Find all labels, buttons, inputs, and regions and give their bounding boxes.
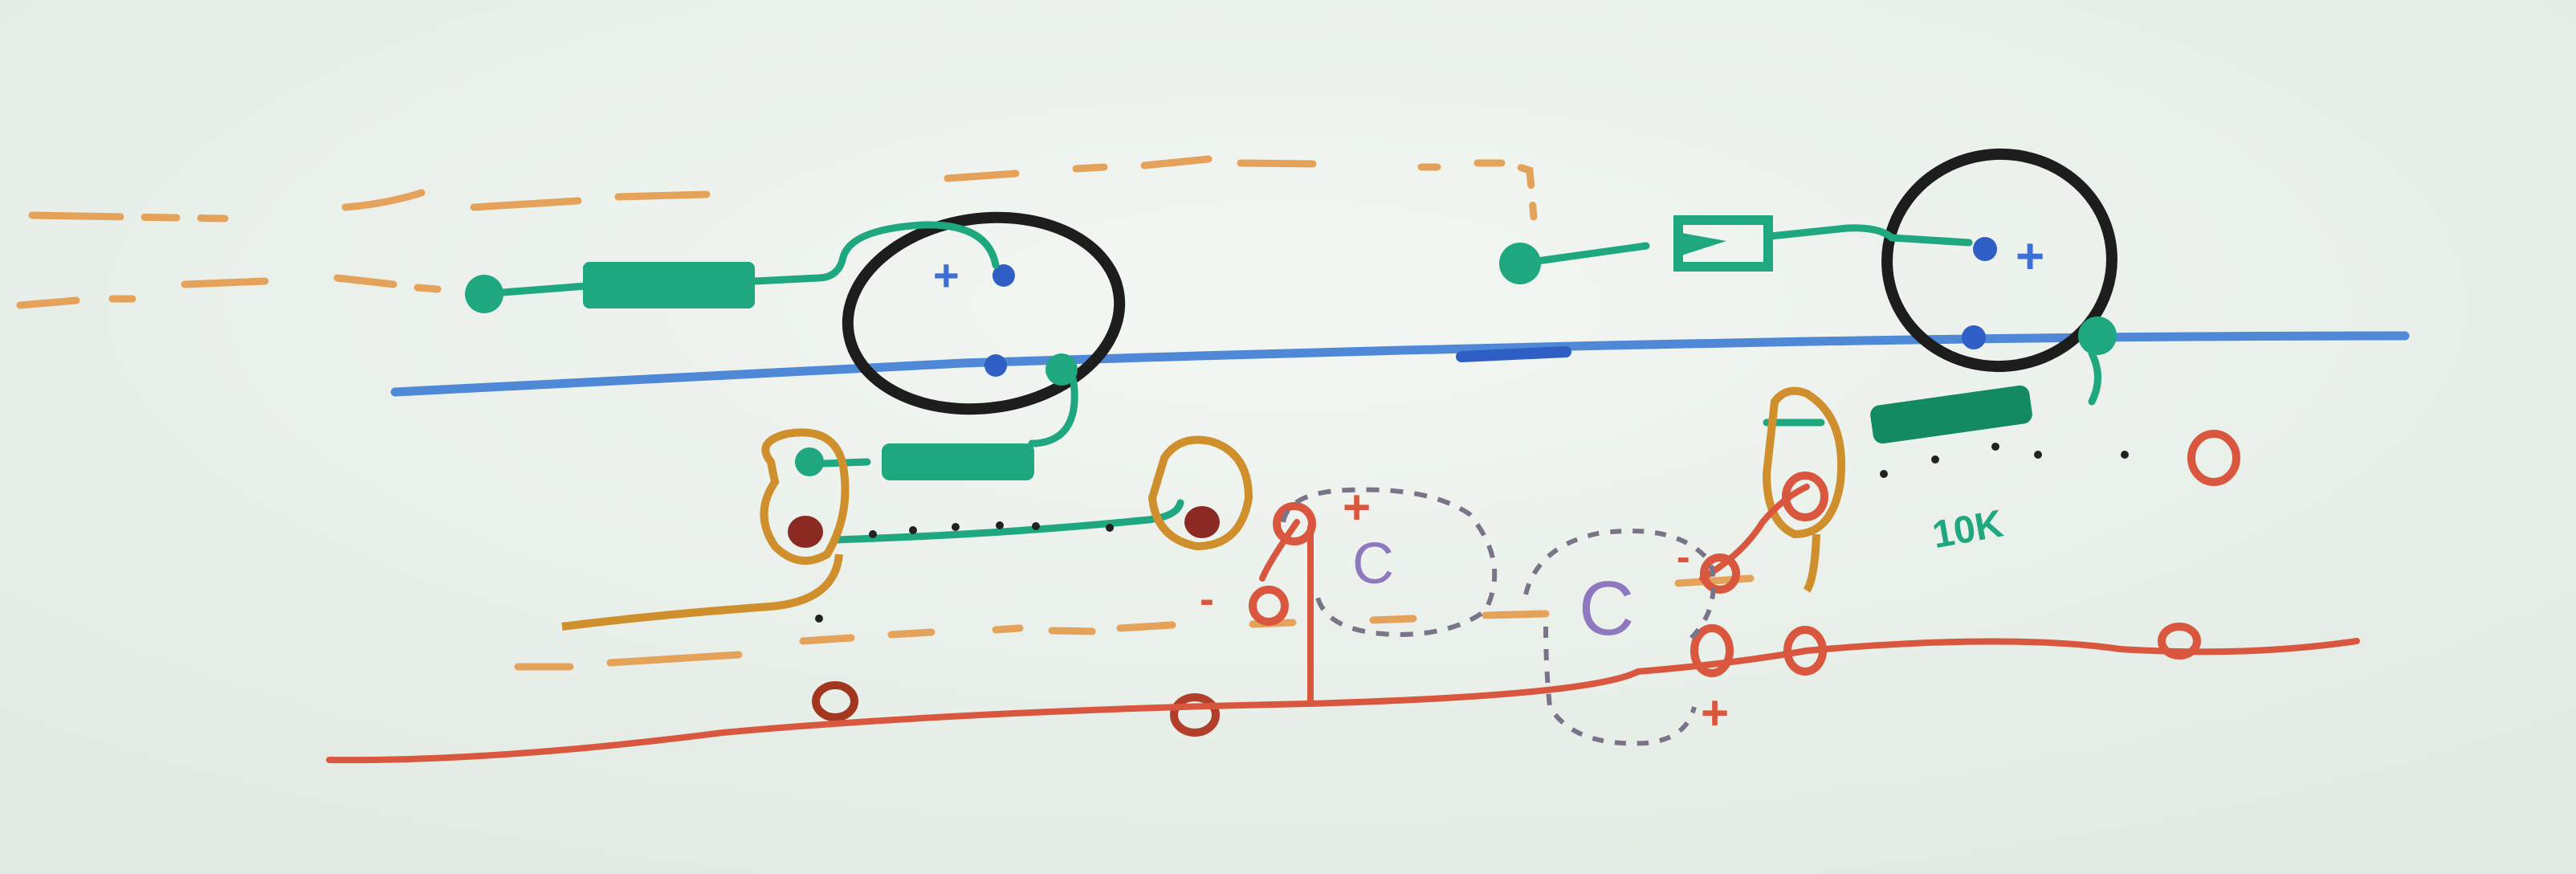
resistor-body (583, 262, 755, 308)
opamp-plus-label: + (2016, 229, 2044, 284)
opamp-plus-pin (992, 264, 1015, 287)
dark-red-nodes (788, 506, 1220, 737)
teal-node-dot (1045, 353, 1078, 386)
right-opamp-circle: + (1881, 148, 2117, 373)
left-opamp-circle: + (842, 211, 1126, 415)
left-capacitor: C + - (1200, 480, 1498, 638)
opamp-minus-pin (984, 354, 1007, 377)
input-terminal-dot (1499, 243, 1541, 284)
black-dotted-link (815, 443, 2129, 623)
orange-bottom-dashes (514, 574, 1755, 671)
capacitor-plus-label: + (1343, 480, 1371, 534)
teal-node-dot (795, 447, 824, 476)
resistor-body (882, 443, 1034, 480)
capacitor-minus-label: - (1200, 575, 1214, 623)
right-teal-circuit (1516, 224, 2101, 427)
opamp-plus-pin (1973, 237, 1997, 261)
opamp-minus-pin (1962, 325, 1986, 349)
right-capacitor: C + - (1523, 528, 1729, 746)
red-bottom-rail (326, 484, 2360, 764)
teal-node-dot (2078, 317, 2117, 355)
opamp-plus-label: + (933, 250, 960, 300)
orange-dashed-wires (16, 155, 1538, 309)
red-node-rings (1249, 430, 2240, 677)
capacitor-minus-label: - (1677, 534, 1690, 579)
input-terminal-dot (465, 275, 503, 313)
capacitor-label: C (1352, 532, 1394, 596)
capacitor-plus-label: + (1701, 686, 1729, 740)
orange-node-rings (561, 386, 1846, 631)
capacitor-label: C (1579, 566, 1634, 651)
resistor-body (1870, 385, 2032, 444)
resistor-body (1673, 215, 1773, 272)
